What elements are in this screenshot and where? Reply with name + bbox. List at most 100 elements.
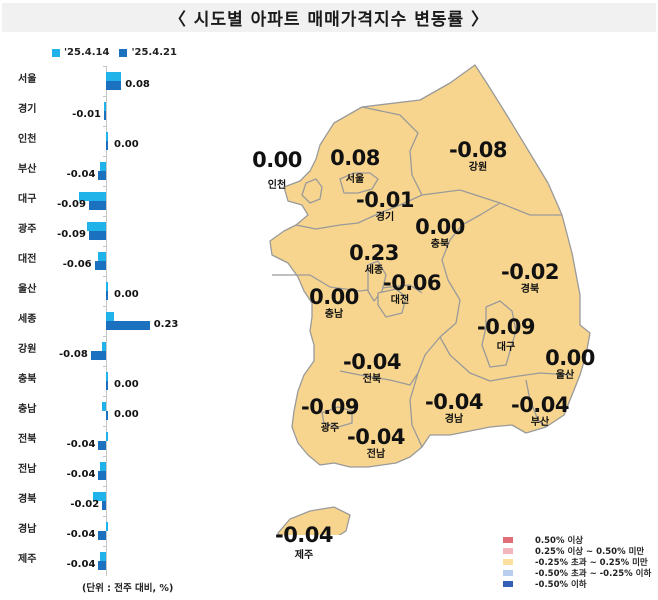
map-legend-item: 0.50% 이상 [503, 534, 651, 546]
bar-row: 제주 -0.04 [0, 546, 240, 576]
bar-row: 대전 -0.06 [0, 246, 240, 276]
bar-prev-week [92, 492, 106, 501]
bar-row-label: 인천 [18, 134, 37, 145]
bar-current-week [98, 531, 106, 540]
bar-row: 부산 -0.04 [0, 156, 240, 186]
axis-tick [103, 546, 107, 547]
map-region-gangwon: -0.08 강원 [449, 140, 508, 174]
bar-row-label: 충남 [18, 404, 37, 415]
map-region-gyeongbuk: -0.02 경북 [501, 262, 560, 296]
unit-note: (단위 : 전주 대비, %) [82, 583, 174, 594]
axis-tick [103, 96, 107, 97]
bar-prev-week [106, 432, 108, 441]
bar-value-label: -0.02 [70, 499, 100, 510]
bar-row-label: 충북 [18, 374, 37, 385]
bar-current-week [106, 81, 122, 90]
map-legend-swatch [503, 580, 513, 587]
bar-value-label: -0.06 [62, 259, 92, 270]
bar-current-week [106, 381, 108, 390]
bar-value-label: 0.00 [114, 139, 139, 150]
bar-row: 강원 -0.08 [0, 336, 240, 366]
region-name: 전북 [362, 374, 382, 385]
bar-current-week [98, 471, 106, 480]
map-legend-item: -0.25% 초과 ~ 0.25% 미만 [503, 556, 651, 568]
axis-tick [103, 336, 107, 337]
bar-value-label: 0.08 [125, 79, 150, 90]
region-name: 대구 [496, 342, 516, 353]
map-region-daegu: -0.09 대구 [477, 317, 536, 354]
bar-chart-legend: '25.4.14 '25.4.21 [52, 47, 177, 58]
region-name: 전남 [366, 449, 386, 460]
bar-current-week [98, 171, 106, 180]
bar-value-label: -0.04 [66, 529, 96, 540]
region-name: 인천 [267, 180, 287, 191]
bar-prev-week [102, 342, 106, 351]
region-value: 0.00 [415, 215, 465, 239]
bar-value-label: 0.23 [153, 319, 179, 330]
region-name: 울산 [555, 370, 575, 381]
bar-row-label: 대구 [18, 194, 37, 205]
bar-row: 충북 0.00 [0, 366, 240, 396]
map-region-incheon: 0.00 인천 [252, 150, 302, 192]
bar-value-label: -0.04 [66, 169, 96, 180]
map-region-gyeongnam: -0.04 경남 [424, 390, 484, 426]
axis-tick [103, 456, 107, 457]
map-legend-label: -0.25% 초과 ~ 0.25% 미만 [535, 557, 648, 568]
map-legend: 0.50% 이상 0.25% 이상 ~ 0.50% 미만 -0.25% 초과 ~ 0… [503, 534, 651, 590]
map-region-jeonnam: -0.04 전남 [347, 427, 406, 461]
bar-prev-week [106, 72, 122, 81]
region-name: 대전 [390, 295, 410, 306]
bar-row: 울산 0.00 [0, 276, 240, 306]
legend-label-prev: '25.4.14 [64, 47, 110, 58]
bar-row-label: 부산 [18, 164, 37, 175]
map-legend-swatch [503, 547, 513, 554]
region-value: 0.00 [309, 285, 359, 309]
axis-tick [103, 246, 107, 247]
axis-tick [103, 66, 107, 67]
region-name: 세종 [364, 265, 384, 276]
bar-row: 대구 -0.09 [0, 186, 240, 216]
map-legend-item: -0.50% 이하 [503, 578, 651, 590]
legend-label-cur: '25.4.21 [131, 47, 177, 58]
page-title: 〈 시도별 아파트 매매가격지수 변동률 〉 [168, 10, 490, 30]
bar-row-label: 대전 [18, 254, 37, 265]
map-shape [269, 64, 591, 535]
bar-value-label: -0.04 [66, 559, 96, 570]
bar-row-label: 울산 [18, 284, 37, 295]
map-legend-label: -0.50% 이하 [535, 579, 587, 590]
bar-current-week [102, 501, 106, 510]
region-name: 경기 [375, 212, 395, 223]
bar-row-label: 경북 [18, 494, 37, 505]
bar-value-label: -0.04 [66, 469, 96, 480]
bar-row: 경남 -0.04 [0, 516, 240, 546]
legend-item-cur: '25.4.21 [119, 47, 177, 58]
bar-prev-week [79, 192, 106, 201]
region-value: 0.00 [545, 346, 595, 370]
region-name: 충북 [430, 239, 450, 250]
bar-prev-week [98, 252, 106, 261]
bar-current-week [106, 411, 108, 420]
region-name: 경남 [444, 414, 464, 425]
region-name: 서울 [345, 174, 365, 185]
axis-tick [103, 276, 107, 277]
map-region-jeonbuk: -0.04 전북 [343, 352, 402, 386]
bar-value-label: 0.00 [114, 289, 139, 300]
map-legend-item: 0.25% 이상 ~ 0.50% 미만 [503, 545, 651, 557]
bar-current-week [104, 111, 106, 120]
bar-prev-week [106, 132, 108, 141]
bar-current-week [106, 141, 108, 150]
bar-prev-week [106, 282, 108, 291]
bar-prev-week [87, 222, 106, 231]
axis-tick [103, 216, 107, 217]
map-legend-swatch [503, 558, 513, 565]
region-name: 강원 [468, 162, 488, 173]
map-region-daejeon: -0.06 대전 [383, 273, 442, 307]
bar-prev-week [100, 462, 106, 471]
region-value: -0.04 [424, 390, 484, 414]
bar-row: 경기 -0.01 [0, 96, 240, 126]
bar-row-label: 경기 [18, 104, 37, 115]
bar-row-label: 서울 [18, 74, 37, 85]
axis-tick [103, 426, 107, 427]
region-name: 충남 [324, 309, 344, 320]
map-region-sejong: 0.23 세종 [349, 243, 399, 277]
